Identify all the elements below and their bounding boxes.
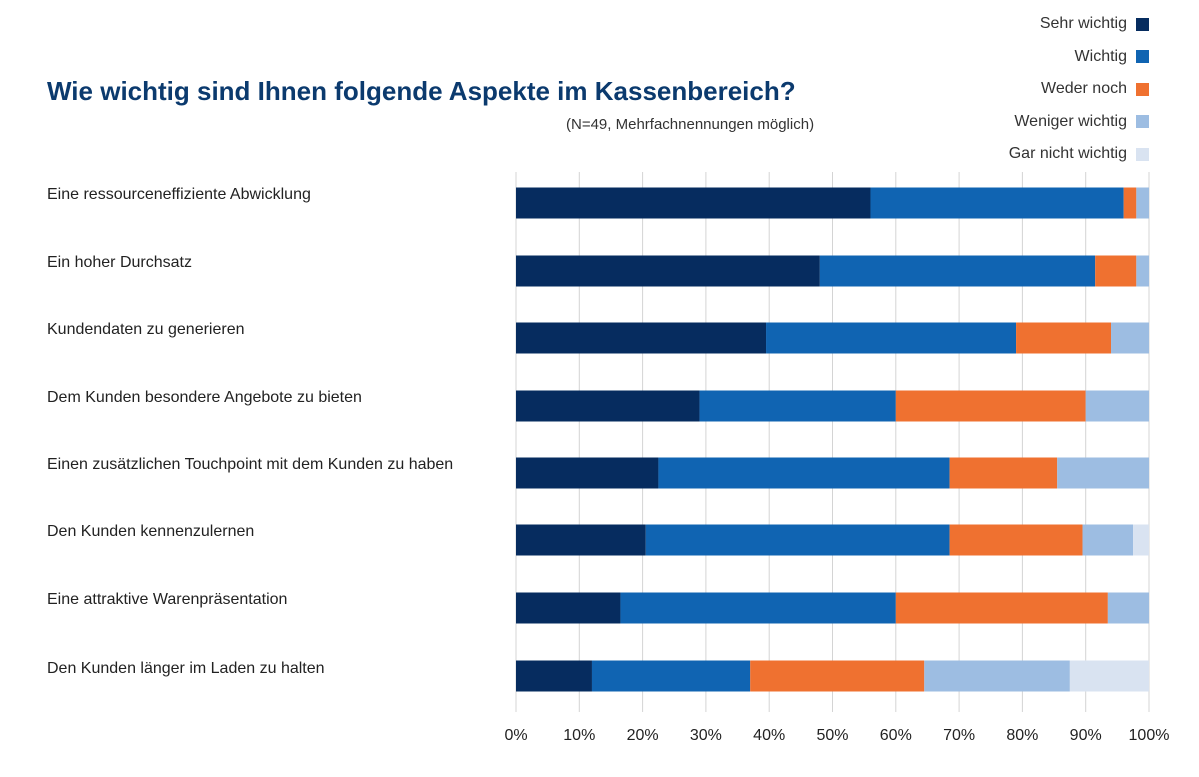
category-label: Dem Kunden besondere Angebote zu bieten [47,389,362,406]
category-label: Eine ressourceneffiziente Abwicklung [47,186,311,203]
category-label: Den Kunden länger im Laden zu halten [47,660,325,677]
bar-segment [516,660,592,692]
x-tick-label: 90% [1070,727,1102,744]
legend-label: Sehr wichtig [1039,15,1127,33]
bar-segment [1085,390,1149,422]
legend-item-sehr-wichtig: Sehr wichtig [889,8,1149,41]
legend-item-weder-noch: Weder noch [889,73,1149,106]
bar-segment [1136,187,1149,219]
chart-title: Wie wichtig sind Ihnen folgende Aspekte … [47,76,796,106]
bar-segment [819,255,1096,287]
x-tick-label: 40% [753,727,785,744]
gridlines [515,172,1150,712]
category-label: Den Kunden kennenzulernen [47,523,255,540]
legend-label: Gar nicht wichtig [1008,145,1127,163]
category-label: Kundendaten zu generieren [47,321,245,338]
category-label: Einen zusätzlichen Touchpoint mit dem Ku… [47,456,454,473]
bar-segment [516,390,700,422]
bar-segment [1016,322,1112,354]
legend-swatch [1136,115,1149,129]
x-tick-label: 80% [1006,727,1038,744]
bar-segment [516,524,646,556]
bar-segment [895,390,1086,422]
legend-item-wichtig: Wichtig [889,41,1149,74]
bar-segment [1133,524,1149,556]
bar-segment [750,660,925,692]
bar-segment [1082,524,1134,556]
x-tick-label: 30% [690,727,722,744]
legend-swatch [1136,50,1149,64]
chart-subtitle: (N=49, Mehrfachnennungen möglich) [566,116,815,133]
x-tick-label: 60% [880,727,912,744]
bar-segment [766,322,1017,354]
bar-segment [949,457,1058,489]
bar-segment [924,660,1070,692]
x-tick-label: 20% [627,727,659,744]
bar-segment [591,660,751,692]
category-label: Ein hoher Durchsatz [47,254,192,271]
bar-segment [1095,255,1137,287]
legend: Sehr wichtig Wichtig Weder noch Weniger … [889,8,1149,171]
bar-segment [699,390,896,422]
legend-label: Weniger wichtig [1014,112,1127,130]
bar-segment [516,592,621,624]
x-tick-label: 100% [1129,727,1170,744]
legend-swatch [1136,17,1149,31]
legend-item-gar-nicht-wichtig: Gar nicht wichtig [889,138,1149,171]
bar-segment [1069,660,1149,692]
legend-swatch [1136,147,1149,161]
x-tick-label: 70% [943,727,975,744]
category-label: Eine attraktive Warenpräsentation [47,591,288,608]
x-tick-label: 10% [563,727,595,744]
bar-segment [949,524,1083,556]
legend-item-weniger-wichtig: Weniger wichtig [889,106,1149,139]
legend-swatch [1136,82,1149,96]
bar-segment [895,592,1108,624]
bar-segment [1123,187,1137,219]
legend-label: Weder noch [1041,80,1127,98]
bar-segment [516,322,767,354]
x-tick-label: 50% [816,727,848,744]
bar-segment [1111,322,1149,354]
bar-segment [1107,592,1149,624]
bar-segment [516,255,820,287]
bar-segment [658,457,950,489]
bar-segment [1057,457,1149,489]
bar-segment [645,524,950,556]
x-axis-ticks: 0% 10% 20% 30% 40% 50% 60% 70% 80% 90% 100% [504,727,1169,744]
bar-segment [870,187,1124,219]
bar-segment [620,592,896,624]
x-tick-label: 0% [504,727,527,744]
legend-label: Wichtig [1074,47,1127,65]
bar-segment [516,457,659,489]
bars [516,187,1149,692]
bar-segment [516,187,871,219]
bar-segment [1136,255,1149,287]
